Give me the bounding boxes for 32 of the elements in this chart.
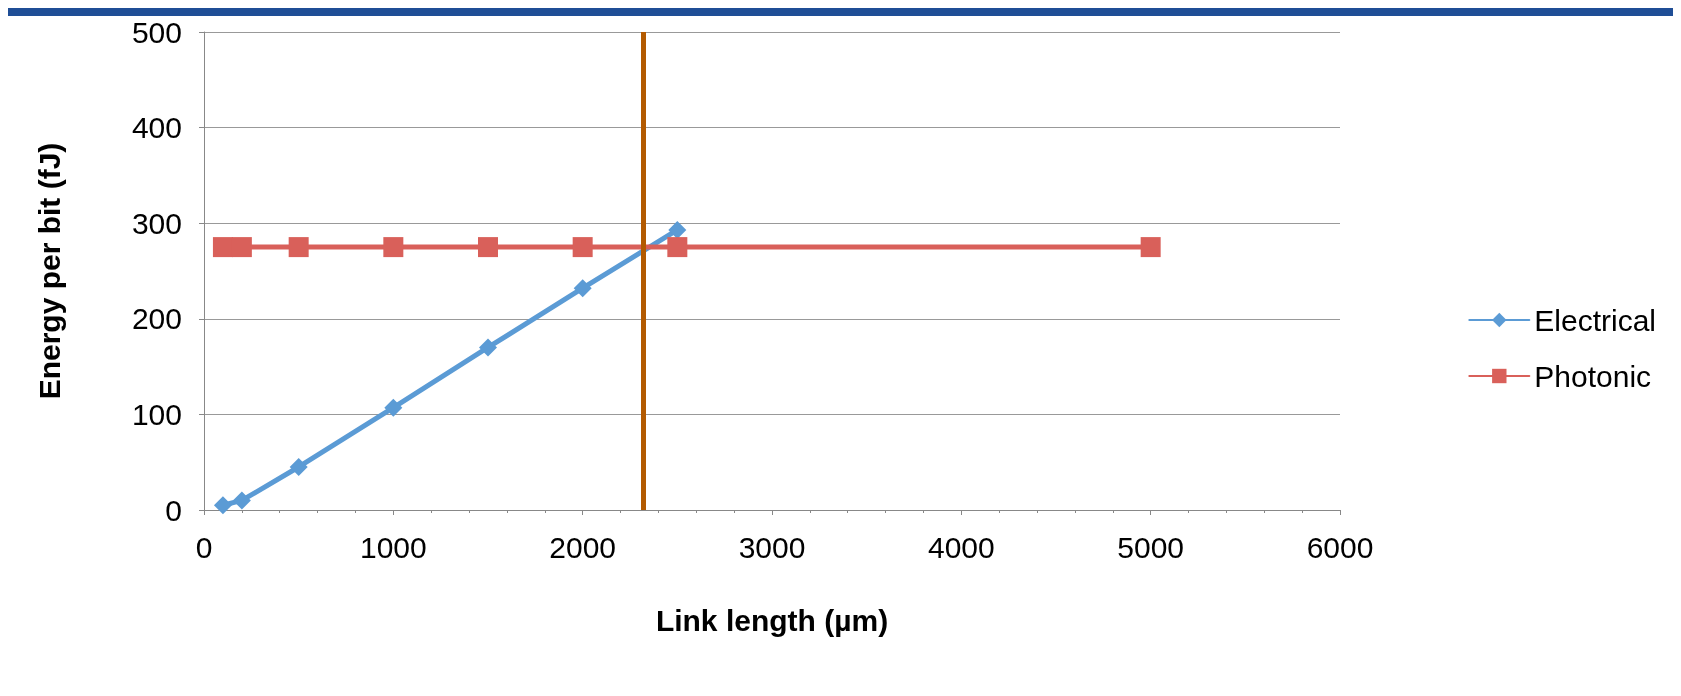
point: [478, 237, 498, 258]
y-tick-label: 500: [131, 15, 182, 49]
point: [383, 237, 404, 258]
legend-label: Photonic: [1534, 359, 1652, 393]
x-tick-label: 4000: [927, 530, 995, 564]
x-axis-title: Link length (µm): [655, 603, 889, 637]
point: [479, 338, 497, 357]
x-tick-label: 0: [195, 530, 213, 564]
x-tick-label: 2000: [549, 530, 617, 564]
y-tick-label: 200: [131, 302, 182, 336]
point: [667, 237, 688, 258]
x-tick-label: 6000: [1306, 530, 1374, 564]
point: [232, 491, 251, 510]
point: [288, 237, 309, 258]
point: [572, 237, 593, 258]
y-tick-label: 300: [131, 206, 182, 240]
point: [213, 496, 232, 515]
point: [668, 220, 687, 239]
point: [1140, 237, 1161, 258]
point: [573, 279, 592, 298]
point: [289, 457, 308, 476]
x-tick-label: 3000: [738, 530, 806, 564]
point: [212, 237, 233, 258]
y-tick-label: 400: [131, 111, 182, 145]
y-tick-label: 0: [165, 493, 182, 527]
x-tick-label: 1000: [359, 530, 427, 564]
y-axis-title: Energy per bit (fJ): [32, 142, 66, 400]
point: [384, 398, 403, 417]
point: [231, 237, 252, 258]
x-tick-label: 5000: [1117, 530, 1185, 564]
legend-label: Electrical: [1534, 303, 1656, 337]
y-tick-label: 100: [131, 397, 182, 431]
